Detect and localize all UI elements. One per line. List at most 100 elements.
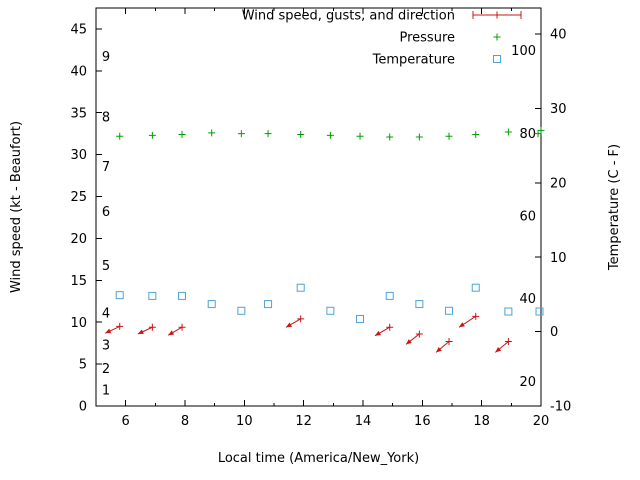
wind-arrow-head [137, 329, 144, 334]
temperature-point-marker [504, 307, 513, 316]
y-left-tick-label: 45 [70, 22, 87, 37]
y-left-tick-label: 35 [70, 106, 87, 121]
fahrenheit-label: 60 [519, 209, 536, 224]
series-wind [105, 312, 512, 353]
legend-plus-sample [493, 11, 501, 19]
beaufort-label: 1 [102, 384, 110, 399]
y-right-tick-label: 30 [550, 102, 567, 117]
beaufort-label: 5 [102, 259, 110, 274]
temperature-point-marker [471, 283, 480, 292]
fahrenheit-label: 40 [519, 292, 536, 307]
pressure-point-marker [472, 131, 480, 139]
legend: Wind speed, gusts, and direction Pressure… [242, 9, 522, 68]
pressure-point-marker [504, 128, 512, 136]
temperature-point-marker [415, 300, 424, 309]
pressure-point-marker [537, 126, 545, 134]
beaufort-label: 3 [102, 338, 110, 353]
pressure-point-marker [386, 133, 394, 141]
x-tick-label: 6 [122, 414, 130, 429]
y-left-tick-label: 20 [70, 232, 87, 247]
pressure-point-marker [208, 129, 216, 137]
fahrenheit-label: 100 [511, 44, 536, 59]
x-tick-label: 18 [473, 414, 490, 429]
temperature-point-marker [535, 307, 544, 316]
y-right-tick-label: 10 [550, 251, 567, 266]
pressure-point-marker [326, 131, 334, 139]
axis-ticks [95, 8, 542, 407]
pressure-point-marker [264, 130, 272, 138]
legend-plus-sample [493, 33, 501, 41]
x-tick-labels: 6 8 10 12 14 16 18 20 [122, 414, 550, 429]
y-left-tick-label: 0 [79, 400, 87, 415]
y-left-tick-label: 5 [79, 358, 87, 373]
x-tick-label: 14 [355, 414, 372, 429]
pressure-point-marker [534, 130, 542, 138]
legend-label: Temperature [372, 53, 455, 68]
x-axis-label: Local time (America/New_York) [218, 451, 419, 466]
wind-point-marker [415, 330, 423, 338]
y-left-tick-label: 25 [70, 190, 87, 205]
legend-label: Pressure [399, 31, 455, 46]
x-tick-label: 10 [236, 414, 253, 429]
wind-arrow-head [495, 347, 502, 353]
y-left-tick-labels: 0 5 10 15 20 25 30 35 40 45 [70, 22, 87, 414]
y-right-tick-label: -10 [550, 400, 571, 415]
temperature-point-marker [296, 283, 305, 292]
beaufort-label: 7 [102, 160, 110, 175]
wind-point-marker [148, 323, 156, 331]
pressure-point-marker [297, 131, 305, 139]
pressure-point-marker [178, 131, 186, 139]
wind-arrow-head [374, 330, 381, 336]
temperature-point-marker [115, 291, 124, 300]
temperature-point-marker [326, 306, 335, 315]
legend-label: Wind speed, gusts, and direction [242, 9, 455, 24]
y-right-axis-label: Temperature (C - F) [607, 144, 622, 271]
beaufort-label: 2 [102, 362, 110, 377]
beaufort-label: 4 [102, 307, 110, 322]
temperature-point-marker [264, 300, 273, 309]
series-pressure [116, 126, 545, 141]
x-tick-label: 20 [533, 414, 550, 429]
pressure-point-marker [237, 130, 245, 138]
temperature-point-marker [178, 291, 187, 300]
pressure-point-marker [415, 133, 423, 141]
wind-arrow-head [285, 322, 292, 328]
y-left-tick-label: 30 [70, 148, 87, 163]
fahrenheit-label: 20 [519, 375, 536, 390]
x-tick-label: 12 [295, 414, 312, 429]
temperature-point-marker [207, 300, 216, 309]
beaufort-scale-labels: 1 2 3 4 5 6 7 8 9 [102, 50, 110, 398]
wind-arrow-head [436, 347, 442, 353]
y-left-tick-label: 40 [70, 64, 87, 79]
legend-square-sample [493, 55, 501, 63]
y-right-tick-label: 20 [550, 176, 567, 191]
wind-arrow-head [458, 322, 465, 328]
beaufort-label: 8 [102, 110, 110, 125]
y-right-tick-label: 0 [550, 325, 558, 340]
x-tick-label: 16 [414, 414, 431, 429]
y-right-tick-labels: -10 0 10 20 30 40 [550, 28, 571, 415]
beaufort-label: 6 [102, 205, 110, 220]
pressure-point-marker [356, 132, 364, 140]
wind-arrow-head [405, 339, 412, 345]
temperature-point-marker [148, 291, 157, 300]
beaufort-label: 9 [102, 50, 110, 65]
fahrenheit-scale-labels: 20 40 60 80 100 [511, 44, 536, 390]
series-temperature [115, 283, 544, 323]
y-left-tick-label: 15 [70, 274, 87, 289]
pressure-point-marker [445, 132, 453, 140]
y-right-tick-label: 40 [550, 28, 567, 43]
x-tick-label: 8 [181, 414, 189, 429]
temperature-point-marker [356, 314, 365, 323]
wind-arrow-head [168, 330, 175, 336]
y-left-axis-label: Wind speed (kt - Beaufort) [9, 121, 24, 293]
y-left-tick-label: 10 [70, 316, 87, 331]
plot-border [95, 7, 542, 407]
pressure-point-marker [148, 131, 156, 139]
pressure-point-marker [116, 132, 124, 140]
wind-point-marker [504, 337, 512, 345]
wind-arrow-head [105, 328, 112, 334]
